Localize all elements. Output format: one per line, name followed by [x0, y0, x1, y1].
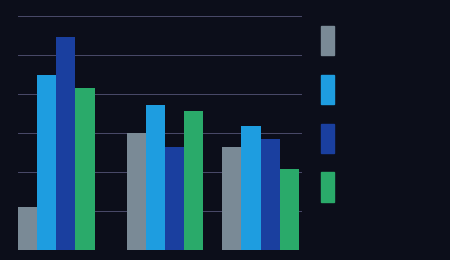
Bar [37, 75, 56, 250]
Bar [76, 88, 94, 250]
Bar [321, 124, 334, 153]
Bar [242, 126, 261, 250]
Bar [321, 172, 334, 202]
Bar [56, 37, 76, 250]
Bar [126, 133, 146, 250]
Bar [280, 169, 299, 250]
Bar [146, 105, 165, 250]
Bar [165, 147, 184, 250]
Bar [321, 75, 334, 104]
Bar [321, 26, 334, 55]
Bar [222, 147, 242, 250]
Bar [18, 207, 37, 250]
Bar [184, 111, 203, 250]
Bar [261, 139, 280, 250]
